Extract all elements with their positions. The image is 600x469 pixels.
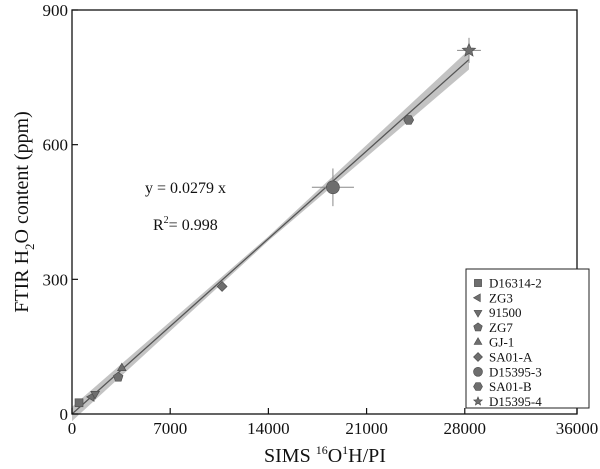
legend-marker xyxy=(473,366,483,377)
legend-label: GJ-1 xyxy=(489,335,514,350)
legend-marker xyxy=(472,396,484,406)
data-point xyxy=(74,398,84,408)
legend-label: SA01-A xyxy=(489,350,533,365)
legend-marker xyxy=(473,337,483,345)
data-point xyxy=(116,362,127,372)
legend-marker xyxy=(473,382,483,391)
x-tick-label: 14000 xyxy=(247,419,290,438)
legend-marker xyxy=(472,293,481,303)
legend-label: D15395-3 xyxy=(489,364,542,379)
legend-label: SA01-B xyxy=(489,379,532,394)
x-tick-label: 7000 xyxy=(153,419,187,438)
data-point xyxy=(403,115,415,125)
data-point xyxy=(113,371,124,382)
x-tick-label: 21000 xyxy=(345,419,388,438)
y-tick-label: 900 xyxy=(43,1,69,20)
legend-label: 91500 xyxy=(489,305,522,320)
data-point xyxy=(216,281,228,292)
x-tick-label: 28000 xyxy=(444,419,487,438)
fit-line xyxy=(71,59,470,415)
confidence-band xyxy=(72,49,469,422)
legend-label: D16314-2 xyxy=(489,276,542,291)
y-axis-title: FTIR H2O content (ppm) xyxy=(11,111,37,312)
legend-label: ZG7 xyxy=(489,320,513,335)
y-tick-label: 0 xyxy=(60,405,69,424)
x-axis-ticks: 0 7000 14000 21000 28000 36000 xyxy=(68,408,599,438)
plot-frame xyxy=(71,9,578,415)
y-tick-label: 300 xyxy=(43,270,69,289)
legend: D16314-2ZG391500ZG7GJ-1SA01-AD15395-3SA0… xyxy=(465,268,590,409)
fit-equation: y = 0.0279 x xyxy=(145,180,226,197)
x-tick-label: 36000 xyxy=(556,419,599,438)
legend-marker xyxy=(473,310,483,318)
legend-marker xyxy=(473,322,483,332)
x-axis-title: SIMS 16O1H/PI xyxy=(264,443,386,467)
legend-box xyxy=(465,268,590,409)
fit-r-squared: R2= 0.998 xyxy=(153,215,218,234)
legend-label: D15395-4 xyxy=(489,394,542,409)
legend-marker xyxy=(473,352,483,362)
data-point xyxy=(90,390,101,400)
legend-marker xyxy=(474,279,482,287)
data-markers xyxy=(74,42,477,408)
x-tick-label: 0 xyxy=(68,419,77,438)
legend-label: ZG3 xyxy=(489,290,513,305)
y-axis-ticks: 0 300 600 900 xyxy=(43,1,78,424)
data-point xyxy=(326,180,340,195)
y-tick-label: 600 xyxy=(43,136,69,155)
data-point xyxy=(461,42,477,57)
